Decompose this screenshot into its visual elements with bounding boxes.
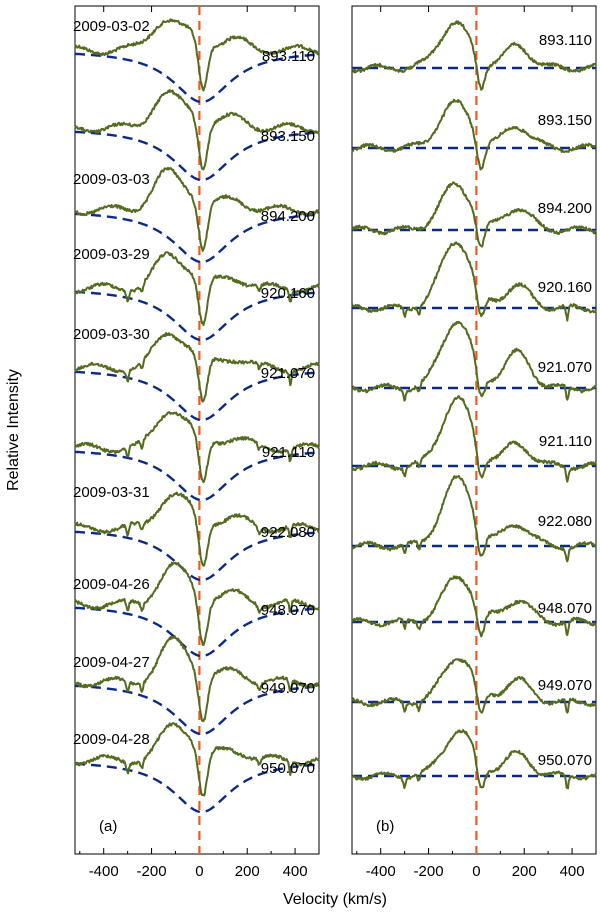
observed-spectrum bbox=[351, 395, 597, 483]
spectrum-label: 922.080 bbox=[261, 524, 315, 541]
spectrum-date: 2009-04-28 bbox=[73, 731, 150, 748]
panel-a-fit-curves bbox=[75, 52, 319, 814]
observed-spectrum bbox=[351, 658, 597, 714]
observed-spectrum bbox=[351, 20, 597, 91]
panel-a-date-labels: 2009-03-02 2009-03-03 2009-03-29 2009-03-30… bbox=[73, 18, 150, 748]
panel-b-frame bbox=[351, 5, 597, 855]
panel-b-spectrum-labels: 893.110 893.150 894.200 920.160 921.070 921.1… bbox=[538, 32, 592, 769]
x-tick-label: 0 bbox=[472, 863, 480, 880]
panel-b-observed-spectra bbox=[351, 20, 597, 790]
observed-spectrum bbox=[74, 411, 320, 484]
fit-curve bbox=[75, 212, 319, 264]
observed-spectrum bbox=[74, 18, 320, 92]
spectrum-label: 921.070 bbox=[261, 365, 315, 382]
spectrum-label: 948.070 bbox=[538, 600, 592, 617]
fit-curve bbox=[75, 530, 319, 582]
spectrum-label: 948.070 bbox=[261, 602, 315, 619]
observed-spectrum bbox=[74, 89, 320, 171]
observed-spectrum bbox=[74, 251, 320, 327]
observed-spectrum bbox=[351, 181, 597, 248]
panel-a-spectrum-labels: 893.110 893.150 894.200 920.160 921.070 921.1… bbox=[261, 48, 315, 777]
x-tick-label: -400 bbox=[366, 863, 396, 880]
fit-curve bbox=[75, 762, 319, 814]
spectrum-date: 2009-04-26 bbox=[73, 576, 150, 593]
observed-spectrum bbox=[351, 320, 597, 402]
spectrum-label: 920.160 bbox=[261, 285, 315, 302]
panel-a-frame bbox=[74, 5, 320, 855]
spectrum-label: 893.150 bbox=[261, 128, 315, 145]
spectrum-label: 921.110 bbox=[262, 444, 315, 461]
fit-curve bbox=[75, 130, 319, 182]
x-tick-label: 400 bbox=[283, 863, 308, 880]
spectrum-label: 922.080 bbox=[538, 513, 592, 530]
fit-curve bbox=[75, 290, 319, 342]
spectrum-label: 893.110 bbox=[539, 32, 592, 49]
y-axis-title: Relative Intensity bbox=[5, 369, 22, 491]
x-axis-title: Velocity (km/s) bbox=[283, 891, 387, 908]
observed-spectrum bbox=[74, 167, 320, 252]
spectrum-label: 921.070 bbox=[538, 359, 592, 376]
panel-b-label: (b) bbox=[376, 818, 394, 835]
x-tick-label: -200 bbox=[137, 863, 167, 880]
panel-b-x-ticks: -400 -200 0 200 400 bbox=[356, 6, 597, 880]
panel-a-label: (a) bbox=[99, 818, 117, 835]
spectrum-label: 893.110 bbox=[262, 48, 315, 65]
spectrum-date: 2009-04-27 bbox=[73, 654, 150, 671]
observed-spectrum bbox=[351, 729, 597, 790]
x-tick-label: 200 bbox=[235, 863, 260, 880]
observed-spectrum bbox=[74, 635, 320, 723]
x-tick-label: -200 bbox=[414, 863, 444, 880]
spectrum-label: 950.070 bbox=[261, 760, 315, 777]
observed-spectrum bbox=[74, 561, 320, 646]
panel-a: -400 -200 0 200 400 2009-03-022009-03-032009… bbox=[73, 5, 320, 880]
x-tick-label: -400 bbox=[89, 863, 119, 880]
spectrum-label: 894.200 bbox=[538, 200, 592, 217]
fit-curve bbox=[75, 684, 319, 736]
observed-spectrum bbox=[351, 241, 597, 322]
fit-curve bbox=[75, 606, 319, 658]
observed-spectrum bbox=[351, 98, 597, 171]
fit-curve bbox=[75, 370, 319, 422]
panel-a-observed-spectra bbox=[74, 18, 320, 797]
panel-b: -400 -200 0 200 400 893.110 893.150 894.200 920… bbox=[351, 5, 597, 880]
x-tick-label: 0 bbox=[195, 863, 203, 880]
spectrum-date: 2009-03-03 bbox=[73, 171, 150, 188]
spectrum-date: 2009-03-02 bbox=[73, 18, 150, 35]
spectrum-date: 2009-03-29 bbox=[73, 246, 150, 263]
spectrum-label: 893.150 bbox=[538, 112, 592, 129]
spectrum-label: 921.110 bbox=[539, 433, 592, 450]
spectrum-date: 2009-03-30 bbox=[73, 326, 150, 343]
x-tick-label: 200 bbox=[512, 863, 537, 880]
spectrum-label: 949.070 bbox=[261, 680, 315, 697]
spectrum-date: 2009-03-31 bbox=[73, 484, 150, 501]
observed-spectrum bbox=[351, 575, 597, 638]
observed-spectrum bbox=[74, 491, 320, 567]
fit-curve bbox=[75, 450, 319, 502]
spectrum-label: 894.200 bbox=[261, 208, 315, 225]
observed-spectrum bbox=[74, 332, 320, 403]
observed-spectrum bbox=[74, 722, 320, 797]
spectrum-label: 950.070 bbox=[538, 752, 592, 769]
observed-spectrum bbox=[351, 474, 597, 563]
fit-curve bbox=[75, 52, 319, 104]
x-tick-label: 400 bbox=[560, 863, 585, 880]
spectrum-label: 920.160 bbox=[538, 279, 592, 296]
spectrum-label: 949.070 bbox=[538, 677, 592, 694]
